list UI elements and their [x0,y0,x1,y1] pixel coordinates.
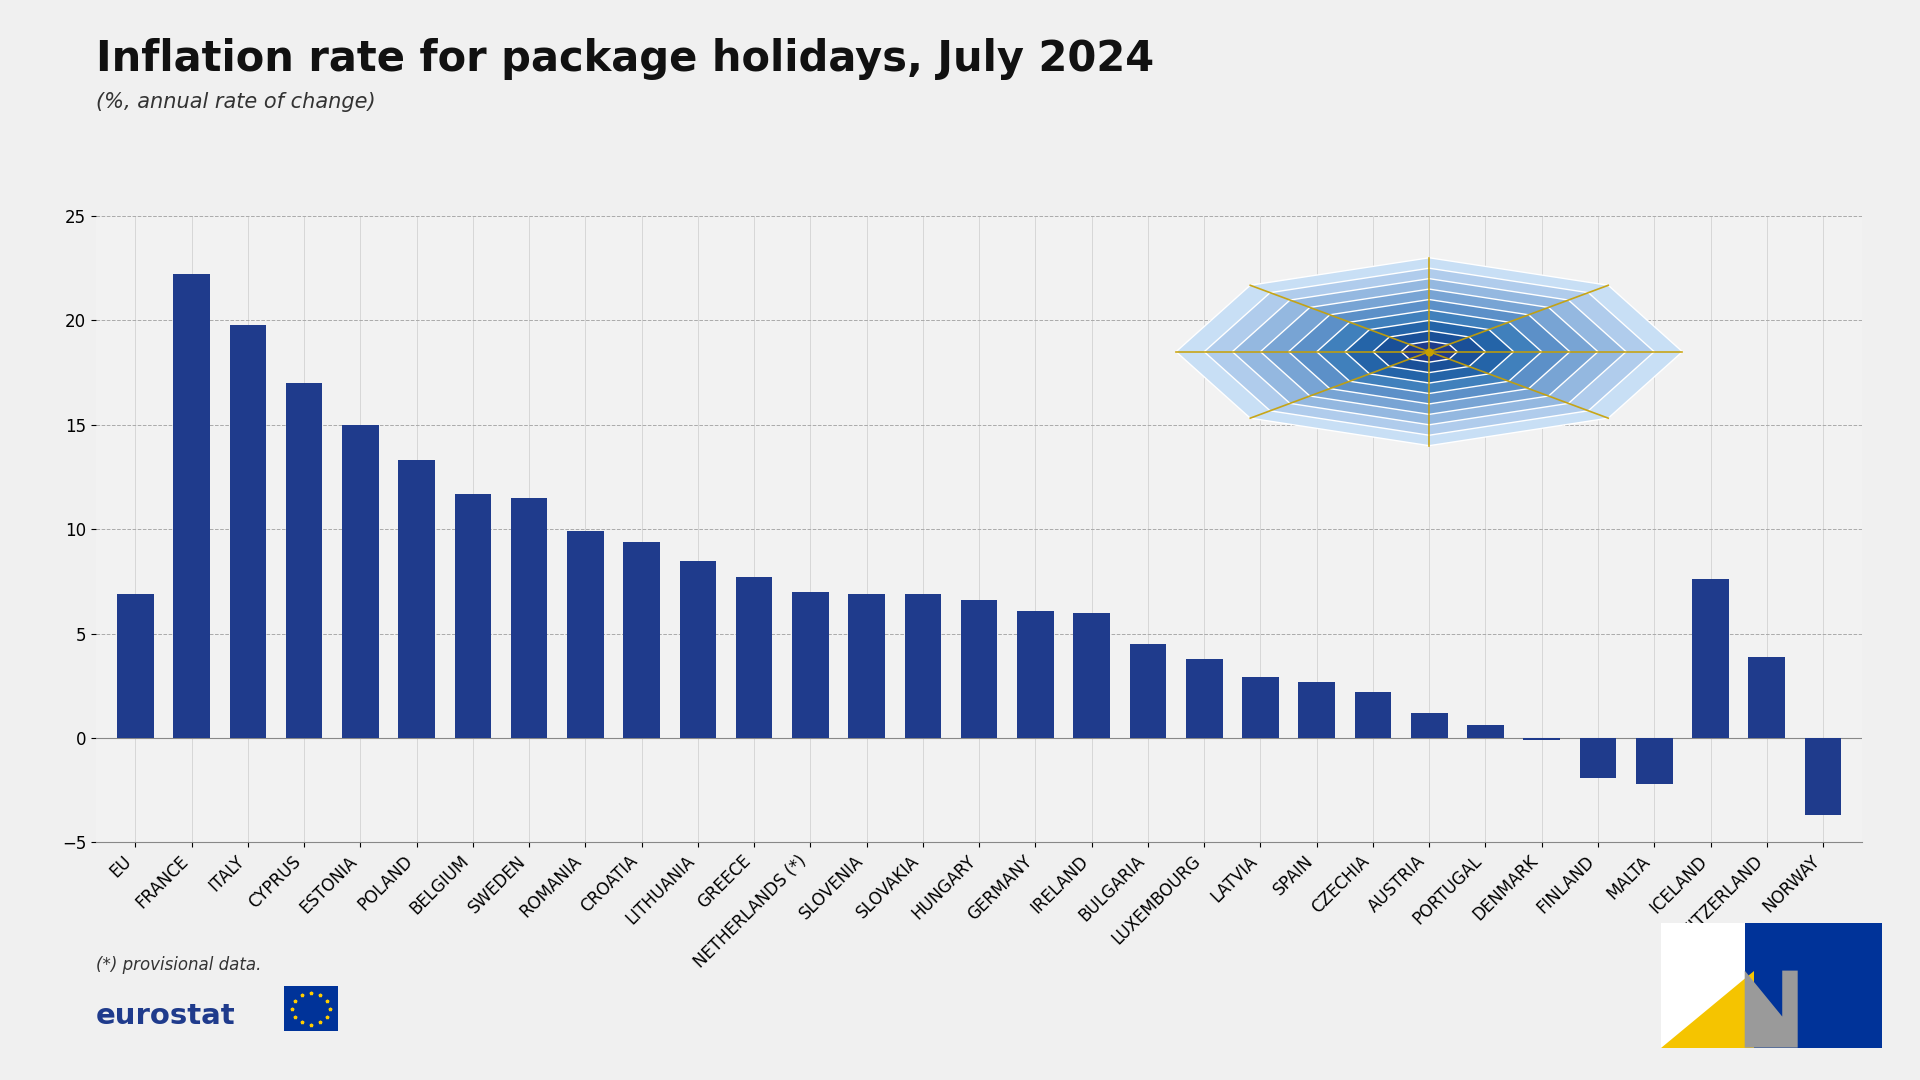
Bar [1467,726,1503,738]
Bar [511,498,547,738]
Bar [342,424,378,738]
Bar [849,594,885,738]
Bar [1018,610,1054,738]
Text: eurostat: eurostat [96,1002,236,1030]
Bar [735,577,772,738]
Bar [397,460,436,738]
Polygon shape [1745,971,1797,1048]
Polygon shape [1177,258,1682,446]
Bar [680,561,716,738]
Bar [566,531,603,738]
Bar [1692,579,1728,738]
Bar [286,383,323,738]
Bar [1298,681,1334,738]
Bar [624,542,660,738]
Bar [1749,657,1786,738]
Bar [1411,713,1448,738]
Bar [793,592,829,738]
Bar [1523,738,1561,740]
Polygon shape [1204,268,1655,435]
Bar [1129,644,1165,738]
Text: (%, annual rate of change): (%, annual rate of change) [96,92,376,112]
Bar [1356,692,1392,738]
Polygon shape [1233,279,1626,424]
Bar [173,274,209,738]
Bar [1580,738,1617,778]
Polygon shape [1745,923,1882,1048]
Polygon shape [1288,299,1571,404]
Polygon shape [1317,310,1542,393]
Polygon shape [1260,289,1597,415]
Bar [960,600,998,738]
Polygon shape [1344,321,1513,383]
Bar [1636,738,1672,784]
Bar [1805,738,1841,815]
Text: Inflation rate for package holidays, July 2024: Inflation rate for package holidays, Jul… [96,38,1154,80]
Bar [455,494,492,738]
Bar [230,325,267,738]
Text: (*) provisional data.: (*) provisional data. [96,956,261,974]
Polygon shape [1661,971,1753,1048]
Bar [117,594,154,738]
Bar [1187,659,1223,738]
Bar [1242,677,1279,738]
Bar [1073,612,1110,738]
Bar [904,594,941,738]
Polygon shape [1373,330,1486,373]
Polygon shape [1402,341,1457,362]
